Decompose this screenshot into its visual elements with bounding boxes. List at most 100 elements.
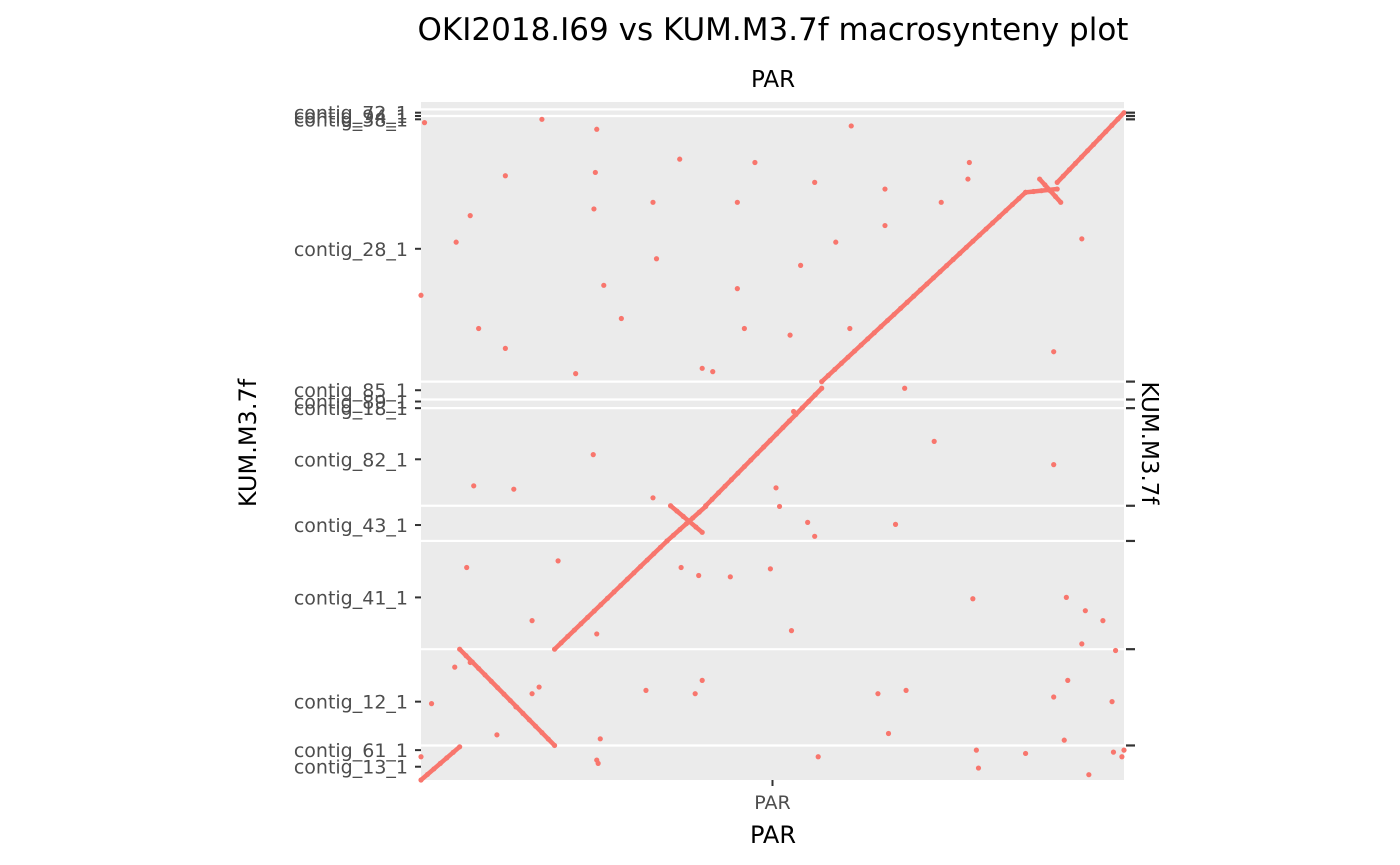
scatter-point bbox=[650, 495, 656, 501]
scatter-point bbox=[476, 325, 482, 332]
synteny-point bbox=[898, 305, 904, 311]
y-tick-label: contig_94_1 bbox=[294, 106, 408, 128]
synteny-point bbox=[774, 431, 780, 437]
scatter-point bbox=[590, 452, 596, 458]
scatter-point bbox=[692, 691, 698, 697]
synteny-point bbox=[748, 457, 754, 463]
synteny-point bbox=[1052, 193, 1059, 200]
synteny-point bbox=[1109, 122, 1115, 128]
synteny-point bbox=[937, 269, 943, 275]
scatter-point bbox=[1051, 349, 1057, 355]
scatter-point bbox=[773, 485, 779, 491]
synteny-point bbox=[418, 777, 424, 783]
scatter-point bbox=[1061, 737, 1067, 743]
synteny-point bbox=[545, 736, 551, 742]
synteny-point bbox=[651, 551, 657, 557]
y-axis-title: KUM.M3.7f bbox=[234, 378, 262, 507]
synteny-point bbox=[501, 691, 507, 697]
scatter-point bbox=[1109, 699, 1115, 705]
synteny-point bbox=[565, 633, 571, 640]
scatter-point bbox=[453, 239, 459, 245]
synteny-point bbox=[799, 405, 805, 411]
scatter-point bbox=[1082, 608, 1088, 614]
synteny-point bbox=[624, 576, 630, 582]
synteny-point bbox=[667, 503, 674, 509]
scatter-point bbox=[776, 503, 783, 510]
scatter-point bbox=[790, 408, 797, 415]
scatter-point bbox=[1051, 694, 1057, 700]
synteny-point bbox=[1078, 154, 1085, 160]
synteny-point bbox=[696, 509, 702, 515]
y-tick-label: contig_72_1 bbox=[294, 103, 408, 125]
scatter-point bbox=[502, 173, 508, 179]
synteny-point bbox=[983, 226, 989, 232]
synteny-point bbox=[806, 398, 812, 404]
synteny-point bbox=[735, 470, 741, 476]
synteny-point bbox=[1091, 141, 1097, 147]
scatter-point bbox=[467, 213, 473, 219]
synteny-point bbox=[699, 529, 705, 535]
scatter-point bbox=[885, 730, 892, 737]
scatter-point bbox=[452, 664, 458, 670]
synteny-point bbox=[1058, 199, 1064, 205]
scatter-point bbox=[418, 292, 424, 298]
scatter-point bbox=[1112, 647, 1119, 654]
scatter-point bbox=[677, 156, 683, 162]
y-tick-label: contig_12_1 bbox=[294, 692, 408, 714]
scatter-point bbox=[812, 533, 818, 539]
scatter-point bbox=[643, 687, 649, 693]
scatter-point bbox=[678, 564, 684, 571]
scatter-point bbox=[966, 159, 972, 166]
synteny-point bbox=[631, 570, 637, 576]
scatter-point bbox=[555, 558, 561, 564]
scatter-point bbox=[734, 199, 740, 205]
scatter-point bbox=[882, 186, 888, 192]
scatter-point bbox=[975, 765, 982, 771]
synteny-point bbox=[924, 281, 930, 287]
scatter-point bbox=[767, 566, 773, 572]
y-tick-label: contig_89_1 bbox=[294, 392, 408, 414]
synteny-point bbox=[944, 263, 950, 269]
synteny-point bbox=[1054, 179, 1060, 185]
scatter-point bbox=[970, 596, 976, 602]
synteny-point bbox=[990, 220, 996, 226]
scatter-point bbox=[421, 120, 428, 126]
scatter-point bbox=[1121, 747, 1127, 753]
synteny-point bbox=[693, 524, 699, 530]
scatter-point bbox=[787, 332, 793, 338]
synteny-point bbox=[703, 503, 709, 509]
scatter-point bbox=[965, 176, 971, 182]
synteny-point bbox=[957, 250, 963, 257]
synteny-point bbox=[1103, 129, 1109, 135]
scatter-point bbox=[539, 116, 545, 122]
scatter-point bbox=[938, 199, 944, 205]
synteny-point bbox=[1042, 182, 1048, 188]
synteny-point bbox=[670, 532, 677, 538]
synteny-point bbox=[825, 372, 831, 379]
synteny-point bbox=[904, 299, 910, 305]
synteny-point bbox=[917, 287, 923, 293]
synteny-point bbox=[786, 418, 793, 424]
synteny-point bbox=[1115, 116, 1121, 122]
scatter-point bbox=[699, 677, 705, 684]
scatter-point bbox=[848, 123, 854, 129]
scatter-point bbox=[511, 486, 517, 492]
y-tick-label: contig_61_1 bbox=[294, 740, 408, 762]
synteny-point bbox=[780, 424, 786, 431]
synteny-point bbox=[532, 723, 539, 729]
scatter-point bbox=[1086, 772, 1092, 778]
synteny-point bbox=[598, 602, 604, 608]
scatter-point bbox=[727, 574, 733, 580]
scatter-point bbox=[892, 521, 899, 527]
synteny-point bbox=[618, 582, 624, 589]
synteny-point bbox=[1016, 195, 1022, 202]
synteny-point bbox=[539, 730, 545, 736]
synteny-point bbox=[1072, 160, 1079, 166]
synteny-point bbox=[728, 477, 735, 483]
y-tick-label: contig_13_1 bbox=[294, 757, 408, 779]
scatter-point bbox=[696, 572, 702, 579]
synteny-point bbox=[819, 385, 825, 391]
synteny-point bbox=[1022, 189, 1029, 195]
scatter-point bbox=[650, 199, 656, 205]
facet-label-right: KUM.M3.7f bbox=[1136, 382, 1162, 506]
